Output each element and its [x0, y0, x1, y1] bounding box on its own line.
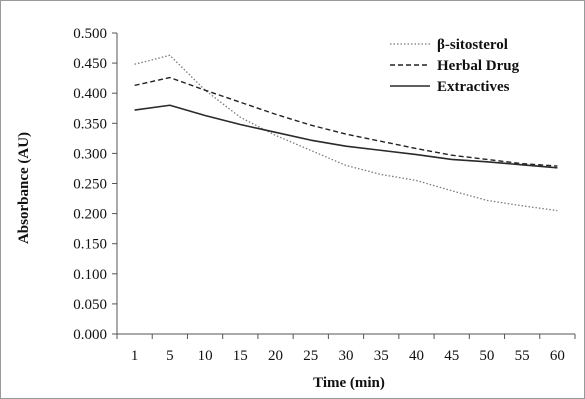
x-tick-label: 5 — [166, 348, 174, 364]
y-tick-label: 0.350 — [73, 116, 107, 132]
y-tick-label: 0.100 — [73, 267, 107, 283]
x-axis-title: Time (min) — [313, 375, 385, 391]
y-tick-label: 0.000 — [73, 327, 107, 343]
x-tick-label: 15 — [233, 348, 248, 364]
y-axis-title: Absorbance (AU) — [16, 132, 32, 244]
x-tick-label: 40 — [409, 348, 424, 364]
legend: β-sitosterol Herbal Drug Extractives — [390, 37, 520, 95]
y-tick-label: 0.450 — [73, 56, 107, 72]
x-tick-label: 55 — [515, 348, 530, 364]
x-tick-label: 60 — [550, 348, 565, 364]
y-tick-label: 0.050 — [73, 297, 107, 313]
y-tick-label: 0.250 — [73, 177, 107, 193]
axes: 0.000 0.050 0.100 0.150 0.200 0.250 0.300 0.350… — [73, 26, 576, 364]
y-tick-label: 0.400 — [73, 86, 107, 102]
legend-label-0: β-sitosterol — [437, 37, 508, 53]
y-tick-label: 0.200 — [73, 207, 107, 223]
x-tick-label: 30 — [339, 348, 354, 364]
series-lines — [134, 54, 558, 212]
series-line-1 — [134, 76, 558, 167]
series-line-2 — [134, 104, 558, 169]
x-tick-label: 1 — [131, 348, 139, 364]
legend-label-1: Herbal Drug — [437, 58, 520, 74]
x-tick-label: 50 — [479, 348, 494, 364]
legend-label-2: Extractives — [437, 79, 510, 95]
x-tick-label: 20 — [268, 348, 283, 364]
x-tick-label: 10 — [198, 348, 213, 364]
y-tick-label: 0.500 — [73, 26, 107, 42]
x-tick-label: 45 — [444, 348, 459, 364]
y-tick-label: 0.150 — [73, 237, 107, 253]
y-tick-label: 0.300 — [73, 146, 107, 162]
x-tick-label: 25 — [303, 348, 318, 364]
x-tick-label: 35 — [374, 348, 389, 364]
